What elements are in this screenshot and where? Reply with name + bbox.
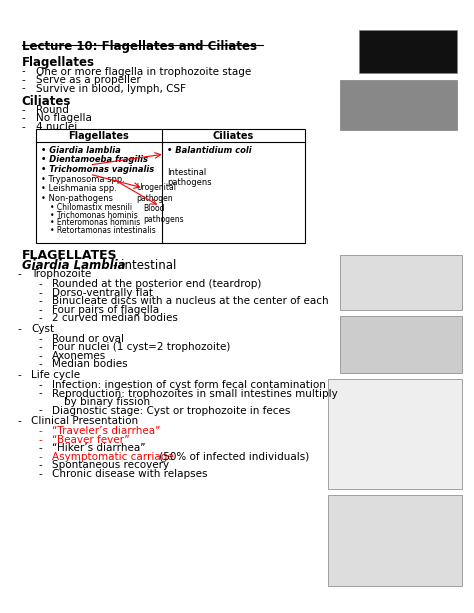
Text: Flagellates: Flagellates bbox=[21, 56, 94, 69]
Text: -: - bbox=[38, 296, 42, 306]
Text: -: - bbox=[17, 416, 21, 427]
Text: Dorso-ventrally flat: Dorso-ventrally flat bbox=[52, 287, 153, 298]
Text: • Retortamonas intestinalis: • Retortamonas intestinalis bbox=[50, 226, 155, 235]
Text: Trophozoite: Trophozoite bbox=[31, 270, 91, 280]
Text: Diagnostic stage: Cyst or trophozoite in feces: Diagnostic stage: Cyst or trophozoite in… bbox=[52, 406, 291, 416]
Text: (50% of infected individuals): (50% of infected individuals) bbox=[156, 452, 309, 462]
Text: -: - bbox=[38, 279, 42, 289]
Text: “Hiker’s diarrhea”: “Hiker’s diarrhea” bbox=[52, 443, 146, 453]
Text: Spontaneous recovery: Spontaneous recovery bbox=[52, 460, 169, 470]
Text: 4 nuclei: 4 nuclei bbox=[36, 122, 77, 132]
Text: -: - bbox=[38, 334, 42, 344]
FancyBboxPatch shape bbox=[340, 80, 457, 131]
Text: -: - bbox=[38, 460, 42, 470]
Text: -: - bbox=[38, 435, 42, 444]
Text: Blood
pathogens: Blood pathogens bbox=[144, 205, 184, 224]
Text: -: - bbox=[22, 75, 26, 85]
Text: Asymptomatic carriage: Asymptomatic carriage bbox=[52, 452, 173, 462]
Text: • Giardia lamblia: • Giardia lamblia bbox=[41, 145, 121, 154]
Text: “Beaver fever”: “Beaver fever” bbox=[52, 435, 129, 444]
Text: -: - bbox=[38, 452, 42, 462]
Text: Axonemes: Axonemes bbox=[52, 351, 106, 361]
Text: Giardia Lamblia: Giardia Lamblia bbox=[21, 259, 125, 272]
Text: • Leishmania spp.: • Leishmania spp. bbox=[41, 185, 117, 194]
Text: -: - bbox=[38, 389, 42, 398]
Text: -: - bbox=[38, 359, 42, 370]
Text: -: - bbox=[17, 324, 21, 334]
Text: One or more flagella in trophozoite stage: One or more flagella in trophozoite stag… bbox=[36, 67, 251, 77]
Text: Round or oval: Round or oval bbox=[52, 334, 124, 344]
Text: -: - bbox=[38, 443, 42, 453]
Text: Clinical Presentation: Clinical Presentation bbox=[31, 416, 138, 427]
Text: -: - bbox=[38, 351, 42, 361]
Text: “Traveler’s diarrhea”: “Traveler’s diarrhea” bbox=[52, 426, 160, 436]
Text: -: - bbox=[38, 380, 42, 390]
Text: -: - bbox=[22, 83, 26, 94]
Text: -: - bbox=[17, 270, 21, 280]
Text: -: - bbox=[38, 342, 42, 352]
FancyBboxPatch shape bbox=[328, 495, 462, 586]
Text: Ciliates: Ciliates bbox=[21, 94, 71, 107]
Text: Four nuclei (1 cyst=2 trophozoite): Four nuclei (1 cyst=2 trophozoite) bbox=[52, 342, 230, 352]
Text: -: - bbox=[38, 313, 42, 323]
Text: • Trichomonas hominis: • Trichomonas hominis bbox=[50, 210, 137, 219]
Text: • Chilomastix mesnili: • Chilomastix mesnili bbox=[50, 203, 132, 211]
Text: • Trypanosoma spp.: • Trypanosoma spp. bbox=[41, 175, 125, 184]
Text: Four pairs of flagella: Four pairs of flagella bbox=[52, 305, 159, 314]
Text: Intestinal
pathogens: Intestinal pathogens bbox=[167, 168, 211, 188]
FancyBboxPatch shape bbox=[340, 255, 462, 310]
Text: Flagellates: Flagellates bbox=[68, 131, 129, 141]
Text: Chronic disease with relapses: Chronic disease with relapses bbox=[52, 469, 208, 479]
Text: Round: Round bbox=[36, 105, 68, 115]
Text: by binary fission: by binary fission bbox=[64, 397, 150, 407]
Text: Urogenital
pathogen: Urogenital pathogen bbox=[137, 183, 176, 202]
Text: -: - bbox=[22, 122, 26, 132]
Text: -: - bbox=[22, 105, 26, 115]
Text: No flagella: No flagella bbox=[36, 113, 91, 123]
Text: -: - bbox=[38, 287, 42, 298]
Text: FLAGELLATES: FLAGELLATES bbox=[21, 249, 117, 262]
Text: Infection: ingestion of cyst form fecal contamination: Infection: ingestion of cyst form fecal … bbox=[52, 380, 326, 390]
Text: -: - bbox=[38, 469, 42, 479]
Text: Lecture 10: Flagellates and Ciliates: Lecture 10: Flagellates and Ciliates bbox=[21, 40, 256, 53]
Text: -: - bbox=[38, 305, 42, 314]
Text: -: - bbox=[17, 370, 21, 380]
Text: • Balantidium coli: • Balantidium coli bbox=[167, 145, 252, 154]
Text: Serve as a propeller: Serve as a propeller bbox=[36, 75, 140, 85]
Text: -: - bbox=[22, 113, 26, 123]
Text: • Trichomonas vaginalis: • Trichomonas vaginalis bbox=[41, 165, 155, 174]
Text: Life cycle: Life cycle bbox=[31, 370, 80, 380]
Text: - intestinal: - intestinal bbox=[113, 259, 176, 272]
Text: Reproduction: trophozoites in small intestines multiply: Reproduction: trophozoites in small inte… bbox=[52, 389, 337, 398]
FancyBboxPatch shape bbox=[359, 30, 457, 72]
FancyBboxPatch shape bbox=[36, 129, 305, 243]
Text: 2 curved median bodies: 2 curved median bodies bbox=[52, 313, 178, 323]
Text: Ciliates: Ciliates bbox=[213, 131, 254, 141]
Text: Cyst: Cyst bbox=[31, 324, 54, 334]
Text: -: - bbox=[22, 67, 26, 77]
Text: -: - bbox=[38, 426, 42, 436]
Text: -: - bbox=[38, 406, 42, 416]
Text: Median bodies: Median bodies bbox=[52, 359, 128, 370]
Text: Binucleate discs with a nucleus at the center of each: Binucleate discs with a nucleus at the c… bbox=[52, 296, 328, 306]
Text: • Non-pathogens: • Non-pathogens bbox=[41, 194, 113, 203]
Text: Rounded at the posterior end (teardrop): Rounded at the posterior end (teardrop) bbox=[52, 279, 261, 289]
Text: Survive in blood, lymph, CSF: Survive in blood, lymph, CSF bbox=[36, 83, 185, 94]
FancyBboxPatch shape bbox=[340, 316, 462, 373]
Text: • Enteromonas hominis: • Enteromonas hominis bbox=[50, 218, 140, 227]
Text: • Dientamoeba fragilis: • Dientamoeba fragilis bbox=[41, 155, 148, 164]
FancyBboxPatch shape bbox=[328, 379, 462, 489]
